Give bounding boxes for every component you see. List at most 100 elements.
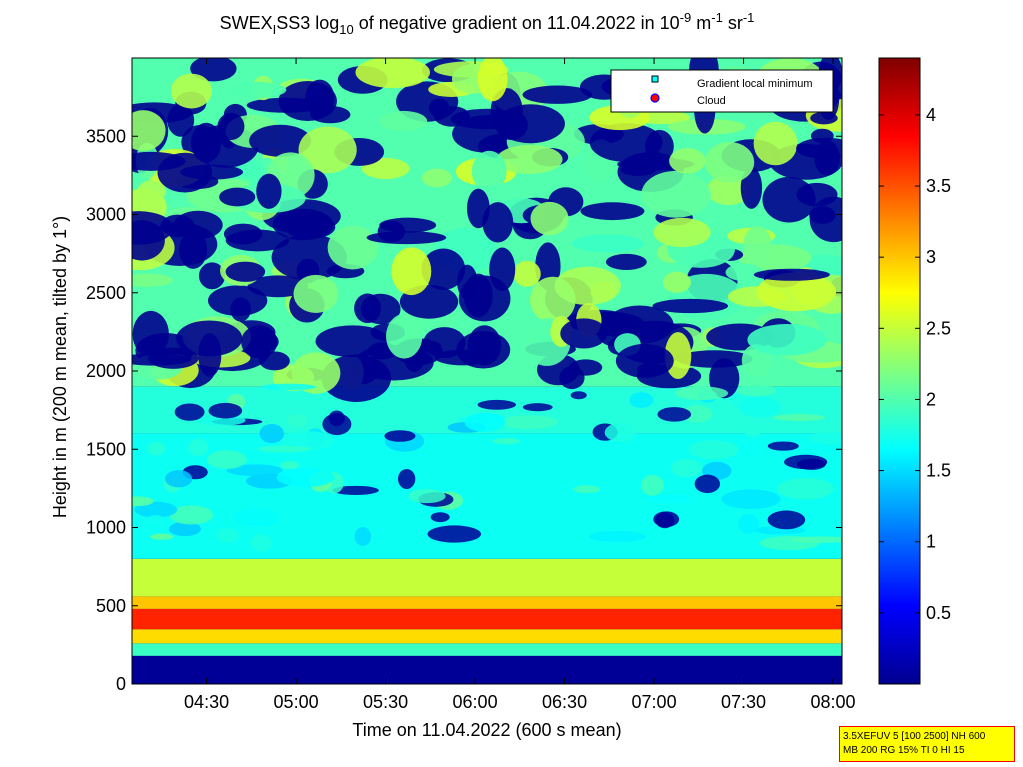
x-tick-label: 05:30 <box>363 692 408 712</box>
colorbar-tick-label: 4 <box>926 105 936 125</box>
heatmap-texture-cell <box>168 521 201 537</box>
heatmap-texture-cell <box>471 150 507 192</box>
heatmap-texture-cell <box>646 494 693 504</box>
chart-title: SWEXISS3 log10 of negative gradient on 1… <box>220 10 755 37</box>
heatmap-texture-cell <box>809 206 836 224</box>
heatmap-texture-cell <box>499 415 558 429</box>
heatmap-texture-cell <box>386 313 423 359</box>
x-tick-label: 06:30 <box>542 692 587 712</box>
heatmap-texture-cell <box>132 151 186 171</box>
heatmap-texture-cell <box>174 403 205 421</box>
y-tick-label: 2500 <box>86 283 126 303</box>
colorbar-tick-label: 1.5 <box>926 461 951 481</box>
heatmap-texture-cell <box>570 391 587 400</box>
heatmap-texture-cell <box>655 512 675 529</box>
heatmap-texture-cell <box>276 468 335 487</box>
heatmap-texture-cell <box>756 272 836 312</box>
heatmap-texture-cell <box>784 454 828 470</box>
x-tick-label: 06:00 <box>453 692 498 712</box>
legend-marker-gradient-minimum <box>651 75 659 83</box>
heatmap-texture-cell <box>421 168 452 188</box>
heatmap-texture-cell <box>495 110 528 140</box>
heatmap-texture-cell <box>132 110 166 151</box>
heatmap-texture-cell <box>694 474 721 494</box>
heatmap-texture-cell <box>492 438 521 445</box>
heatmap-texture-cell <box>332 485 379 496</box>
heatmap-texture-cell <box>682 405 713 423</box>
colorbar-tick-label: 1 <box>926 532 936 552</box>
heatmap-texture-cell <box>132 310 169 358</box>
heatmap-texture-cell <box>744 424 762 438</box>
y-tick-label: 0 <box>116 674 126 694</box>
heatmap-texture-cell <box>255 332 279 352</box>
x-axis: 04:30 05:00 05:30 06:00 06:30 07:00 07:30 08:00 <box>184 58 856 712</box>
colorbar-tick-label: 0.5 <box>926 603 951 623</box>
heatmap-texture-cell <box>137 180 166 202</box>
heatmap-texture-cell <box>250 534 272 552</box>
heatmap-texture-cell <box>605 253 647 271</box>
heatmap-texture-cell <box>287 414 308 428</box>
heatmap-texture-cell <box>134 501 178 518</box>
heatmap-texture-cell <box>132 273 173 287</box>
heatmap-texture-cell <box>430 512 450 523</box>
heatmap-texture-cell <box>652 298 729 314</box>
heatmap-texture-cell <box>762 176 816 223</box>
legend-marker-cloud <box>650 93 660 103</box>
heatmap-texture-cell <box>560 318 608 349</box>
heatmap-texture-cell <box>572 485 601 494</box>
heatmap-texture-cell <box>256 173 282 209</box>
settings-note-line-1: 3.5XEFUV 5 [100 2500] NH 600 <box>843 731 986 742</box>
heatmap-texture-cell <box>188 438 209 457</box>
y-tick-label: 3000 <box>86 205 126 225</box>
heatmap-texture-cell <box>259 351 290 371</box>
heatmap-texture-cell <box>147 441 166 456</box>
heatmap-texture-cell <box>219 187 256 207</box>
heatmap-area <box>132 58 842 684</box>
heatmap-texture-cell <box>725 263 763 282</box>
heatmap-texture-cell <box>810 128 834 144</box>
colorbar-ticks: 0.5 1 1.5 2 2.5 3 3.5 4 <box>879 105 951 623</box>
heatmap-layer-5 <box>132 558 842 597</box>
heatmap-texture-cell <box>147 514 165 524</box>
heatmap-texture-cell <box>738 440 760 458</box>
heatmap-texture-cell <box>217 112 245 141</box>
y-tick-label: 1500 <box>86 439 126 459</box>
heatmap-texture-cell <box>669 148 706 174</box>
heatmap-texture-cell <box>629 392 654 408</box>
x-tick-label: 08:00 <box>811 692 856 712</box>
settings-note-line-2: MB 200 RG 15% TI 0 HI 15 <box>843 745 965 756</box>
heatmap-texture-cell <box>605 305 674 345</box>
heatmap-texture-cell <box>208 402 243 419</box>
y-tick-label: 500 <box>96 596 126 616</box>
heatmap-texture-cell <box>738 513 760 534</box>
x-tick-label: 04:30 <box>184 692 229 712</box>
heatmap-texture-cell <box>522 403 553 412</box>
heatmap-texture-cell <box>736 384 777 397</box>
heatmap-texture-cell <box>662 271 691 293</box>
y-tick-label: 2000 <box>86 361 126 381</box>
heatmap-texture-cell <box>315 325 390 358</box>
heatmap-texture-cell <box>397 468 416 489</box>
heatmap-texture-cell <box>580 202 645 221</box>
heatmap-texture-cell <box>279 431 334 451</box>
heatmap-texture-cell <box>408 489 446 504</box>
colorbar-tick-label: 2.5 <box>926 318 951 338</box>
heatmap-texture-cell <box>354 293 382 324</box>
heatmap-texture-cell <box>640 474 665 496</box>
heatmap-texture-cell <box>226 464 283 477</box>
heatmap-texture-cell <box>569 359 603 376</box>
y-tick-label: 3500 <box>86 126 126 146</box>
settings-note: 3.5XEFUV 5 [100 2500] NH 600 MB 200 RG 1… <box>839 726 1015 762</box>
heatmap-texture-cell <box>641 170 712 218</box>
heatmap-layer-2 <box>132 629 842 644</box>
heatmap-texture-cell <box>215 528 240 543</box>
heatmap-texture-cell <box>657 407 692 422</box>
heatmap-texture-cell <box>206 450 247 469</box>
heatmap-texture-cell <box>170 73 213 109</box>
heatmap-texture-cell <box>169 505 214 525</box>
heatmap-texture-cell <box>457 264 478 300</box>
x-tick-label: 07:30 <box>721 692 766 712</box>
heatmap-texture-cell <box>428 98 450 118</box>
heatmap-texture-cell <box>747 323 827 356</box>
heatmap-texture-cell <box>354 527 372 546</box>
